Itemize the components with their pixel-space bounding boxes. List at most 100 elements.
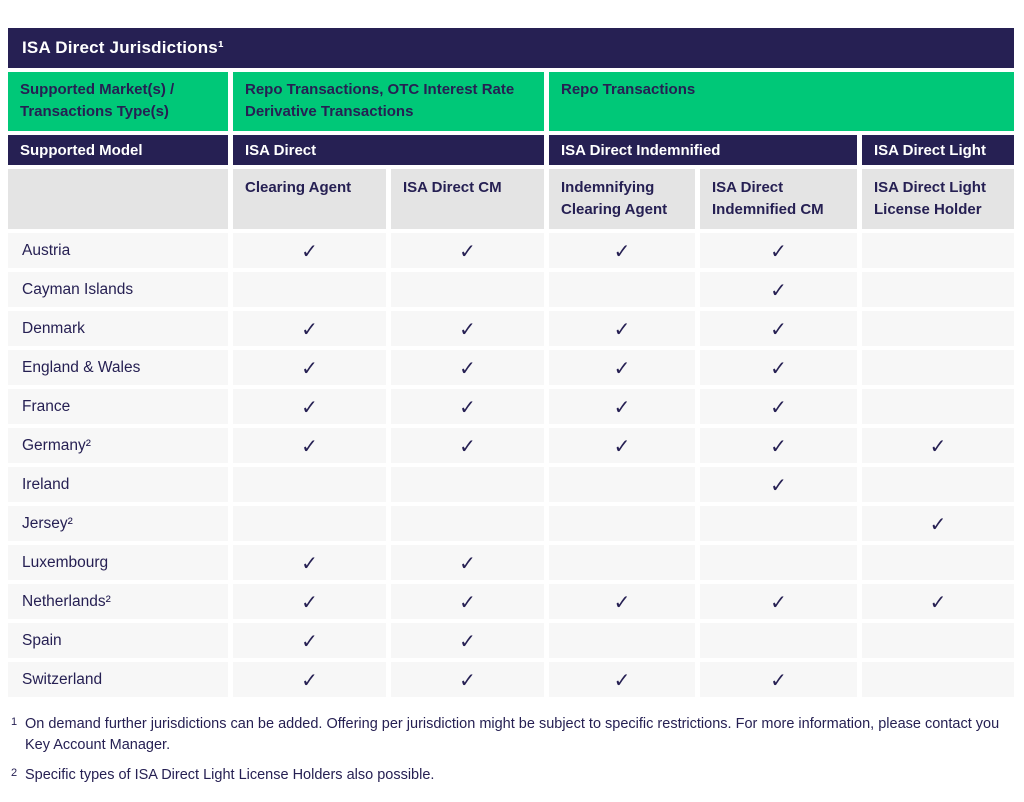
- check-cell: ✓: [233, 350, 386, 385]
- country-label: Ireland: [8, 467, 228, 502]
- model-isa-direct-indemnified: ISA Direct Indemnified: [549, 135, 857, 165]
- table-row-netherlands: Netherlands² ✓ ✓ ✓ ✓ ✓: [8, 584, 1015, 619]
- check-cell: ✓: [549, 233, 695, 268]
- check-cell: ✓: [391, 389, 544, 424]
- check-cell: ✓: [700, 584, 857, 619]
- check-cell: ✓: [391, 662, 544, 697]
- check-cell: ✓: [549, 311, 695, 346]
- check-cell: ✓: [549, 662, 695, 697]
- check-cell: [862, 467, 1015, 502]
- market-group-repo-otc: Repo Transactions, OTC Interest Rate Der…: [233, 72, 544, 131]
- check-cell: [700, 623, 857, 658]
- table-row-england-wales: England & Wales ✓ ✓ ✓ ✓: [8, 350, 1015, 385]
- footnote-text: On demand further jurisdictions can be a…: [25, 716, 1000, 754]
- check-cell: [391, 506, 544, 541]
- check-cell: ✓: [391, 428, 544, 463]
- check-cell: ✓: [549, 584, 695, 619]
- column-header-isa-direct-light-license-holder: ISA Direct Light License Holder: [862, 169, 1015, 229]
- footnote-marker: 2: [11, 767, 18, 780]
- table-row-austria: Austria ✓ ✓ ✓ ✓: [8, 233, 1015, 268]
- country-label: Netherlands²: [8, 584, 228, 619]
- table-row-france: France ✓ ✓ ✓ ✓: [8, 389, 1015, 424]
- check-cell: [862, 389, 1015, 424]
- check-cell: ✓: [700, 311, 857, 346]
- footnote-2: 2 Specific types of ISA Direct Light Lic…: [11, 765, 1016, 786]
- check-cell: ✓: [549, 428, 695, 463]
- country-label: Austria: [8, 233, 228, 268]
- table-row-luxembourg: Luxembourg ✓ ✓: [8, 545, 1015, 580]
- check-cell: ✓: [862, 506, 1015, 541]
- table-title: ISA Direct Jurisdictions¹: [8, 28, 1015, 68]
- country-label: Germany²: [8, 428, 228, 463]
- check-cell: [549, 272, 695, 307]
- jurisdictions-table: ISA Direct Jurisdictions¹ Supported Mark…: [3, 24, 1019, 701]
- country-label: Denmark: [8, 311, 228, 346]
- check-cell: [549, 506, 695, 541]
- check-cell: [233, 272, 386, 307]
- check-cell: [862, 662, 1015, 697]
- column-header-row: Clearing Agent ISA Direct CM Indemnifyin…: [8, 169, 1015, 229]
- check-cell: ✓: [233, 545, 386, 580]
- table-row-cayman-islands: Cayman Islands ✓: [8, 272, 1015, 307]
- footnote-1: 1 On demand further jurisdictions can be…: [11, 714, 1016, 756]
- check-cell: ✓: [391, 311, 544, 346]
- check-cell: [391, 467, 544, 502]
- check-cell: ✓: [233, 428, 386, 463]
- check-cell: [233, 467, 386, 502]
- check-cell: [233, 506, 386, 541]
- footnotes: 1 On demand further jurisdictions can be…: [11, 714, 1016, 786]
- check-cell: [549, 467, 695, 502]
- check-cell: [862, 311, 1015, 346]
- title-row: ISA Direct Jurisdictions¹: [8, 28, 1015, 68]
- footnote-text: Specific types of ISA Direct Light Licen…: [25, 767, 435, 784]
- country-label: Spain: [8, 623, 228, 658]
- check-cell: ✓: [549, 350, 695, 385]
- column-header-isa-direct-cm: ISA Direct CM: [391, 169, 544, 229]
- table-row-jersey: Jersey² ✓: [8, 506, 1015, 541]
- check-cell: ✓: [233, 311, 386, 346]
- check-cell: [862, 272, 1015, 307]
- column-header-isa-direct-indemnified-cm: ISA Direct Indemnified CM: [700, 169, 857, 229]
- check-cell: ✓: [233, 584, 386, 619]
- check-cell: [862, 623, 1015, 658]
- table-row-switzerland: Switzerland ✓ ✓ ✓ ✓: [8, 662, 1015, 697]
- model-isa-direct-light: ISA Direct Light: [862, 135, 1015, 165]
- check-cell: [549, 623, 695, 658]
- check-cell: ✓: [862, 584, 1015, 619]
- check-cell: ✓: [233, 662, 386, 697]
- check-cell: [862, 233, 1015, 268]
- check-cell: ✓: [391, 623, 544, 658]
- check-cell: [700, 545, 857, 580]
- check-cell: ✓: [391, 233, 544, 268]
- check-cell: ✓: [233, 389, 386, 424]
- country-label: Luxembourg: [8, 545, 228, 580]
- check-cell: ✓: [700, 389, 857, 424]
- country-label: Jersey²: [8, 506, 228, 541]
- check-cell: ✓: [862, 428, 1015, 463]
- check-cell: [862, 350, 1015, 385]
- check-cell: ✓: [700, 350, 857, 385]
- check-cell: [391, 272, 544, 307]
- table-row-spain: Spain ✓ ✓: [8, 623, 1015, 658]
- column-header-indemnifying-clearing-agent: Indemnifying Clearing Agent: [549, 169, 695, 229]
- check-cell: ✓: [700, 428, 857, 463]
- check-cell: ✓: [549, 389, 695, 424]
- check-cell: ✓: [391, 545, 544, 580]
- country-label: Cayman Islands: [8, 272, 228, 307]
- check-cell: ✓: [700, 233, 857, 268]
- table-row-ireland: Ireland ✓: [8, 467, 1015, 502]
- check-cell: ✓: [233, 233, 386, 268]
- check-cell: ✓: [700, 272, 857, 307]
- column-header-clearing-agent: Clearing Agent: [233, 169, 386, 229]
- table-row-germany: Germany² ✓ ✓ ✓ ✓ ✓: [8, 428, 1015, 463]
- table-row-denmark: Denmark ✓ ✓ ✓ ✓: [8, 311, 1015, 346]
- model-isa-direct: ISA Direct: [233, 135, 544, 165]
- check-cell: [549, 545, 695, 580]
- model-header-row: Supported Model ISA Direct ISA Direct In…: [8, 135, 1015, 165]
- market-group-repo: Repo Transactions: [549, 72, 1015, 131]
- country-label: France: [8, 389, 228, 424]
- market-type-header: Supported Market(s) / Transactions Type(…: [8, 72, 228, 131]
- market-header-row: Supported Market(s) / Transactions Type(…: [8, 72, 1015, 131]
- check-cell: [700, 506, 857, 541]
